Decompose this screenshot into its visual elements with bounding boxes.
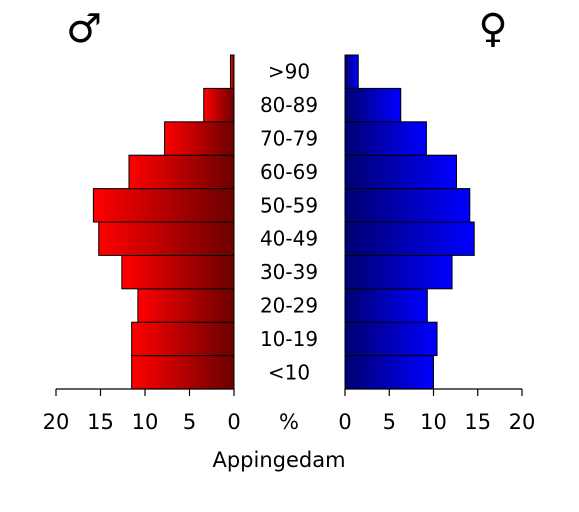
x-axis-female: 0 5 10 15 20 — [338, 388, 536, 434]
male-bars — [92, 54, 235, 390]
chart-title: Appingedam — [212, 448, 345, 472]
bar-female-3 — [344, 254, 453, 290]
bar-male-2 — [137, 288, 235, 323]
female-tick-label-2: 10 — [420, 410, 447, 434]
age-label-4: 40-49 — [260, 227, 318, 251]
bar-female-1 — [344, 321, 438, 357]
male-symbol: ♂ — [66, 6, 102, 52]
age-label-5: 50-59 — [260, 193, 318, 217]
x-axis-unit-label: % — [279, 410, 299, 434]
bar-female-5 — [344, 188, 471, 223]
bar-male-6 — [128, 154, 235, 190]
female-tick-label-3: 15 — [464, 410, 491, 434]
bar-female-4 — [344, 221, 475, 256]
bar-female-6 — [344, 154, 458, 190]
bar-female-8 — [344, 87, 402, 123]
age-label-2: 20-29 — [260, 294, 318, 318]
bar-male-0 — [131, 355, 235, 390]
bar-male-5 — [92, 188, 235, 223]
bar-female-0 — [344, 355, 434, 390]
bar-male-8 — [203, 87, 235, 123]
female-symbol: ♀ — [478, 6, 507, 52]
age-label-1: 10-19 — [260, 327, 318, 351]
male-tick-label-2: 10 — [132, 410, 159, 434]
female-tick-label-1: 5 — [383, 410, 396, 434]
age-label-9: >90 — [268, 60, 310, 84]
male-tick-label-1: 15 — [87, 410, 114, 434]
bar-female-9 — [344, 54, 359, 89]
female-tick-label-0: 0 — [338, 410, 351, 434]
bar-female-2 — [344, 288, 428, 323]
female-tick-label-4: 20 — [509, 410, 536, 434]
male-tick-label-0: 20 — [43, 410, 70, 434]
bar-male-3 — [121, 254, 235, 290]
male-tick-label-3: 5 — [183, 410, 196, 434]
x-axis-male: 20 15 10 5 0 — [43, 388, 241, 434]
age-group-labels: <10 10-19 20-29 30-39 40-49 50-59 60-69 70-79 80… — [260, 60, 318, 385]
age-label-6: 60-69 — [260, 160, 318, 184]
bar-male-4 — [98, 221, 235, 256]
age-label-0: <10 — [268, 360, 310, 384]
age-label-8: 80-89 — [260, 93, 318, 117]
bar-female-7 — [344, 121, 427, 156]
age-label-7: 70-79 — [260, 127, 318, 151]
bar-male-9 — [229, 54, 235, 89]
female-bars — [344, 54, 475, 390]
male-tick-label-4: 0 — [227, 410, 240, 434]
age-label-3: 30-39 — [260, 260, 318, 284]
bar-male-7 — [164, 121, 235, 156]
bar-male-1 — [131, 321, 235, 357]
